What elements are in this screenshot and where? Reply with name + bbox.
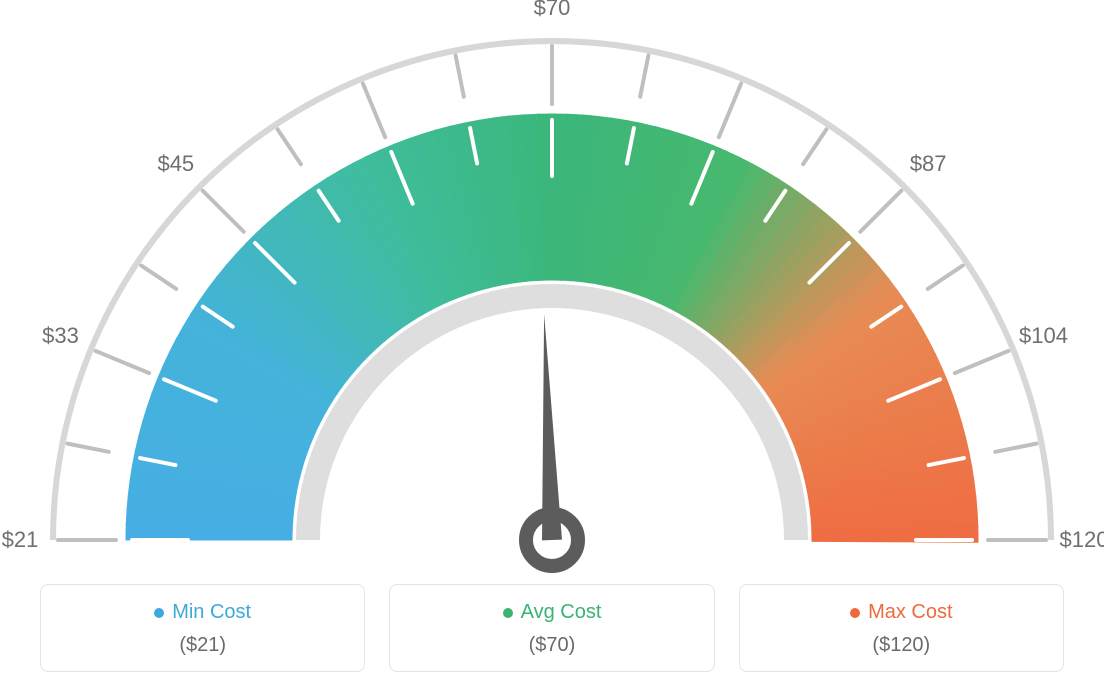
gauge-svg <box>0 0 1104 580</box>
gauge-area: $21 $33 $45 $70 $87 $104 $120 <box>0 0 1104 580</box>
gauge-tick-outer <box>719 84 741 138</box>
gauge-tick-outer <box>860 191 901 232</box>
gauge-scale-label: $21 <box>2 527 39 553</box>
gauge-tick-outer <box>203 191 244 232</box>
gauge-tick-outer <box>955 351 1009 373</box>
legend-row: Min Cost ($21) Avg Cost ($70) Max Cost (… <box>40 584 1064 672</box>
legend-card-min: Min Cost ($21) <box>40 584 365 672</box>
legend-value-min: ($21) <box>53 634 352 657</box>
gauge-scale-label: $33 <box>42 323 79 349</box>
gauge-tick-outer <box>995 444 1036 452</box>
gauge-tick-outer <box>363 84 385 138</box>
legend-dot-max <box>850 608 860 618</box>
gauge-scale-label: $104 <box>1019 323 1068 349</box>
gauge-tick-outer <box>96 351 150 373</box>
legend-value-max: ($120) <box>752 634 1051 657</box>
gauge-tick-outer <box>67 444 108 452</box>
gauge-tick-outer <box>141 266 176 289</box>
gauge-tick-outer <box>803 129 826 164</box>
legend-card-max: Max Cost ($120) <box>739 584 1064 672</box>
gauge-scale-label: $45 <box>157 151 194 177</box>
legend-dot-avg <box>503 608 513 618</box>
gauge-tick-outer <box>640 55 648 96</box>
legend-top-avg: Avg Cost <box>503 601 602 624</box>
legend-top-max: Max Cost <box>850 601 952 624</box>
legend-label-min: Min Cost <box>172 601 251 624</box>
gauge-scale-label: $87 <box>910 151 947 177</box>
legend-card-avg: Avg Cost ($70) <box>389 584 714 672</box>
legend-label-avg: Avg Cost <box>521 601 602 624</box>
gauge-tick-outer <box>928 266 963 289</box>
legend-value-avg: ($70) <box>402 634 701 657</box>
gauge-scale-label: $120 <box>1060 527 1104 553</box>
legend-label-max: Max Cost <box>868 601 952 624</box>
gauge-tick-outer <box>456 55 464 96</box>
gauge-chart-container: $21 $33 $45 $70 $87 $104 $120 Min Cost ($21) A… <box>0 0 1104 690</box>
gauge-scale-label: $70 <box>534 0 571 21</box>
gauge-needle <box>542 314 562 540</box>
legend-dot-min <box>154 608 164 618</box>
gauge-tick-outer <box>278 129 301 164</box>
legend-top-min: Min Cost <box>154 601 251 624</box>
